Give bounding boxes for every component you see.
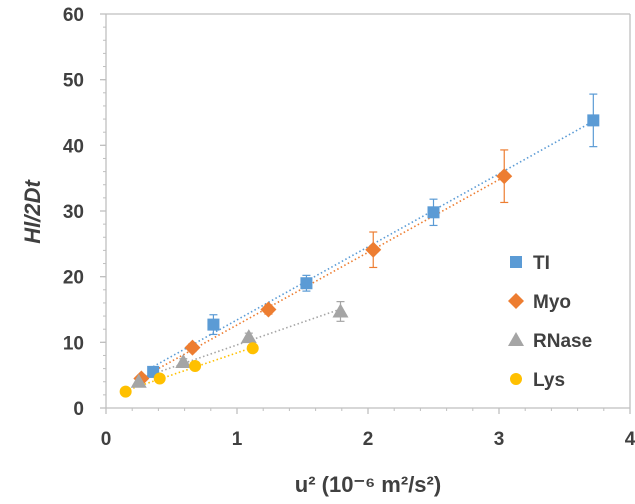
data-point-myo [260, 301, 277, 318]
y-tick-label: 10 [63, 333, 84, 354]
data-markers [119, 114, 600, 398]
data-point-myo [184, 339, 201, 356]
legend-marker-lys [510, 373, 522, 385]
y-tick-label: 20 [63, 268, 84, 289]
y-axis-title: Hl/2Dt [20, 179, 45, 244]
trendline-myo [140, 176, 505, 379]
data-point-ti [587, 114, 600, 127]
data-point-rnase [332, 303, 349, 318]
x-axis-title: u² (10⁻⁶ m²/s²) [295, 472, 441, 497]
x-tick-label: 0 [101, 429, 112, 450]
data-point-ti [427, 206, 440, 219]
x-tick-label: 3 [494, 429, 505, 450]
legend-label-ti: TI [533, 253, 550, 274]
legend-label-myo: Myo [533, 292, 571, 313]
data-point-rnase [240, 329, 257, 344]
y-tick-label: 60 [63, 5, 84, 26]
legend-marker-ti [510, 256, 522, 268]
data-point-ti [300, 277, 313, 290]
data-point-rnase [175, 354, 192, 369]
legend: TI Myo RNase Lys [508, 253, 592, 391]
x-tick-label: 1 [232, 429, 243, 450]
data-point-lys [153, 372, 166, 385]
y-tick-label: 0 [73, 399, 84, 420]
legend-marker-myo [508, 293, 524, 309]
data-point-lys [246, 342, 259, 355]
y-tick-label: 50 [63, 71, 84, 92]
legend-label-rnase: RNase [533, 331, 592, 352]
data-point-myo [365, 241, 382, 258]
y-tick-label: 30 [63, 202, 84, 223]
legend-marker-rnase [508, 332, 524, 346]
trendlines [125, 120, 594, 392]
data-point-lys [189, 359, 202, 372]
x-tick-label: 4 [625, 429, 635, 450]
trendline-rnase [138, 308, 341, 380]
data-point-myo [496, 168, 513, 185]
data-point-ti [207, 318, 220, 331]
x-tick-label: 2 [363, 429, 374, 450]
data-point-rnase [130, 373, 147, 388]
legend-label-lys: Lys [533, 370, 565, 391]
trendline-lys [125, 346, 253, 392]
y-tick-label: 40 [63, 136, 84, 157]
data-point-lys [119, 385, 132, 398]
